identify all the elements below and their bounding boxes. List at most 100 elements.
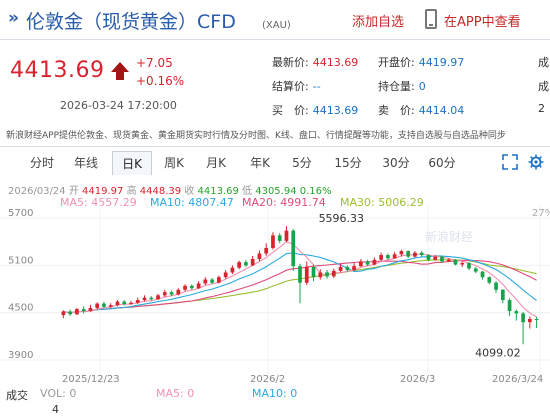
candle-body (189, 285, 194, 289)
tab-5min[interactable]: 5分 (292, 156, 312, 170)
candle-body (244, 262, 248, 266)
candle-body (81, 309, 86, 312)
quote-field-last: 最新价: 4413.69 (272, 56, 359, 69)
divider (0, 39, 550, 40)
candle-body (446, 259, 451, 262)
divider (0, 146, 550, 147)
open-in-app-link[interactable]: 在APP中查看 (444, 15, 521, 30)
tab-daily-k[interactable]: 日K (112, 151, 152, 175)
tab-30min[interactable]: 30分 (382, 156, 410, 170)
quote-field-open-interest: 持仓量: 0 (378, 80, 426, 93)
quote-field-cut-2: 成 (538, 80, 549, 93)
extreme-annotation: 5596.33 (319, 212, 365, 225)
volume-label: 成交 (6, 389, 28, 402)
up-arrow-icon (111, 62, 129, 80)
candle-body (304, 266, 309, 283)
volume-ma10: MA10: 0 (252, 387, 298, 400)
candle-body (399, 251, 404, 255)
kline-chart[interactable]: 5700 5100 4500 3900 27% 新浪财经 5596.33 4099.02 202… (0, 205, 550, 385)
candle-body (149, 297, 154, 300)
candle-body (433, 256, 438, 260)
candle-body (298, 266, 302, 283)
page-title: 伦敦金（现货黄金）CFD (26, 11, 236, 33)
candle-body (325, 272, 329, 277)
y-tick-label: 4500 (8, 303, 33, 314)
candle-body (392, 254, 397, 259)
candle-body (217, 277, 221, 283)
change-percent: +0.16% (136, 74, 185, 88)
candle-body (291, 230, 296, 267)
tab-weekly-k[interactable]: 周K (164, 156, 184, 170)
candle-body (419, 252, 424, 256)
candle-body (176, 289, 181, 295)
candle-body (169, 292, 174, 295)
candle-body (122, 301, 127, 304)
candle-body (413, 252, 417, 257)
chevron-right-icon: » (8, 8, 19, 28)
quote-field-cut-1: 成 (538, 56, 549, 69)
watermark: 新浪财经 (425, 229, 473, 244)
quote-field-bid: 买 价: 4413.69 (272, 104, 359, 117)
candle-body (372, 259, 377, 265)
settings-icon[interactable] (528, 154, 544, 170)
candle-body (406, 251, 411, 257)
candle-body (61, 311, 66, 316)
candle-body (237, 262, 242, 268)
candle-body (271, 235, 275, 248)
extreme-annotation: 4099.02 (475, 346, 521, 359)
x-tick-label: 2026/3 (400, 374, 435, 385)
candle-body (75, 309, 79, 315)
candle-body (162, 292, 167, 296)
candle-body (108, 305, 113, 307)
ma5-legend: MA5: 4557.29 (60, 196, 137, 209)
candle-body (115, 301, 120, 306)
candle-body (440, 256, 444, 262)
tab-60min[interactable]: 60分 (428, 156, 456, 170)
candle-body (352, 266, 356, 271)
candle-body (453, 259, 458, 265)
quote-field-open: 开盘价: 4419.97 (378, 56, 465, 69)
x-tick-label: 2026/3/24 (492, 374, 543, 385)
add-watchlist-button[interactable]: 添加自选 (352, 15, 405, 30)
ma20-legend: MA20: 4991.74 (242, 196, 326, 209)
tab-monthly-k[interactable]: 月K (206, 156, 226, 170)
quote-timestamp: 2026-03-24 17:20:00 (60, 99, 177, 112)
candle-body (196, 283, 201, 289)
candle-body (460, 262, 465, 265)
phone-icon[interactable] (425, 9, 437, 29)
candle-body (203, 279, 208, 284)
candle-body (311, 266, 316, 278)
candle-body (473, 268, 478, 272)
candle-body (277, 235, 282, 241)
quote-field-settle: 结算价: -- (272, 80, 321, 93)
candle-body (487, 277, 492, 283)
ma30-legend: MA30: 5006.29 (340, 196, 424, 209)
candle-body (514, 311, 519, 314)
candle-body (223, 272, 228, 278)
candle-body (95, 303, 100, 308)
tab-intraday[interactable]: 分时 (29, 156, 54, 170)
x-tick-label: 2026/2 (250, 374, 285, 385)
candle-body (129, 302, 133, 304)
tab-15min[interactable]: 15分 (334, 156, 362, 170)
candle-body (338, 266, 343, 271)
expand-icon[interactable] (502, 154, 518, 170)
candle-body (156, 295, 160, 300)
candle-body (528, 318, 532, 323)
candle-body (365, 261, 370, 265)
description-text: 新浪财经APP提供伦敦金、现货黄金、黄金期货实时行情及分时图、K线、盘口、行情提… (6, 131, 506, 141)
pct-tick-label: 27% (532, 208, 550, 219)
last-price: 4413.69 (10, 58, 105, 83)
y-tick-label: 3900 (8, 350, 33, 361)
candle-body (250, 259, 255, 266)
ma5-line (63, 241, 537, 318)
tab-yearly-k[interactable]: 年K (250, 156, 270, 170)
tab-year-line[interactable]: 年线 (73, 156, 98, 170)
candle-body (507, 300, 512, 312)
candle-body (480, 271, 485, 278)
candle-body (386, 255, 390, 259)
candle-body (379, 255, 383, 260)
candle-body (230, 267, 235, 273)
volume-scale-value: 4 (52, 403, 59, 416)
candle-body (331, 270, 336, 277)
